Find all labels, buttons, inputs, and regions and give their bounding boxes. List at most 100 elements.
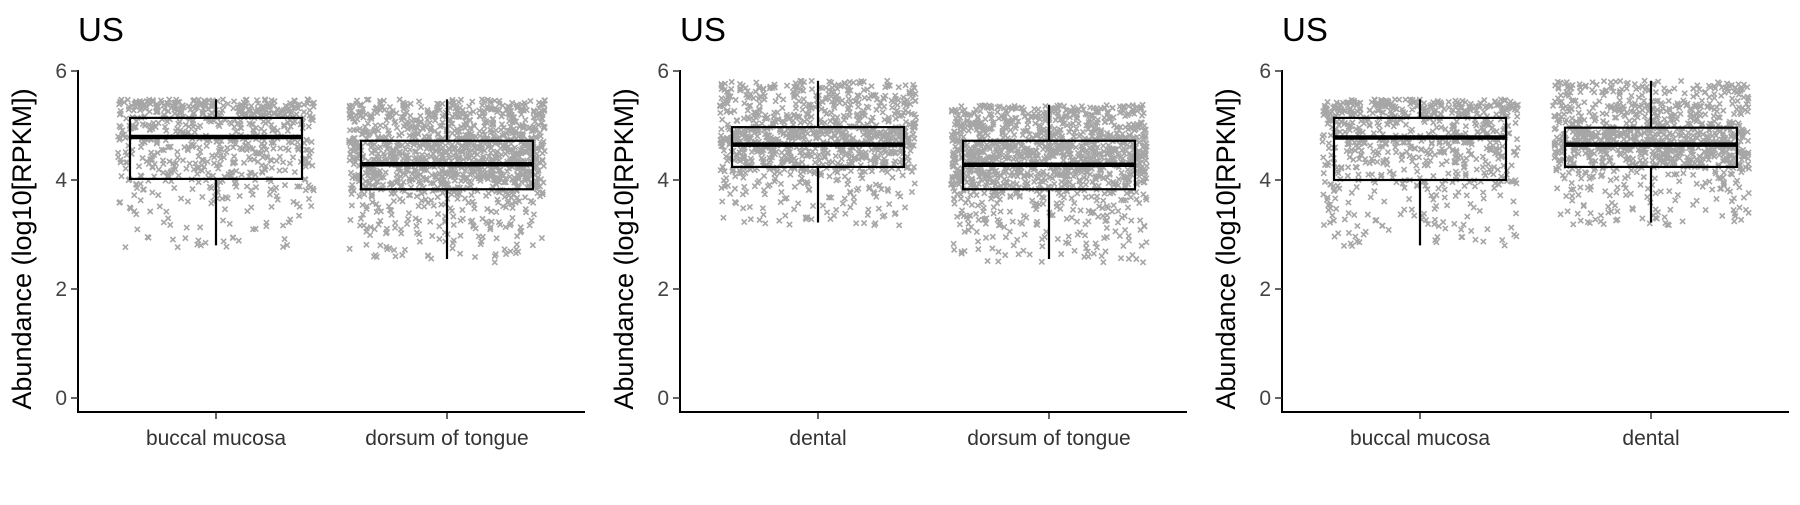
- data-point: [801, 102, 806, 107]
- data-point: [1409, 207, 1414, 212]
- data-point: [827, 174, 832, 179]
- y-axis-label: Abundance (log10[RPKM]): [7, 88, 37, 409]
- data-point: [1421, 101, 1426, 106]
- data-point: [1064, 216, 1069, 221]
- panel-title: US: [1282, 11, 1328, 48]
- y-tick-label: 0: [657, 387, 669, 410]
- data-point: [829, 110, 834, 115]
- data-point: [851, 199, 856, 204]
- data-point: [437, 224, 442, 229]
- data-point: [1007, 229, 1012, 234]
- data-point: [760, 206, 765, 211]
- data-point: [1116, 208, 1121, 213]
- data-point: [241, 160, 246, 165]
- data-point: [1321, 171, 1326, 176]
- data-point: [164, 209, 169, 214]
- data-point: [417, 239, 422, 244]
- data-point: [1113, 229, 1118, 234]
- data-point: [531, 212, 536, 217]
- data-point: [896, 85, 901, 90]
- data-point: [1059, 251, 1064, 256]
- data-point: [1125, 167, 1130, 172]
- data-point: [1134, 256, 1139, 261]
- data-point: [148, 209, 153, 214]
- data-point: [1084, 241, 1089, 246]
- data-point: [1003, 235, 1008, 240]
- data-point: [891, 100, 896, 105]
- data-point: [306, 196, 311, 201]
- data-point: [809, 78, 814, 83]
- x-tick-label: dorsum of tongue: [967, 427, 1130, 450]
- data-point: [842, 174, 847, 179]
- data-point: [983, 235, 988, 240]
- data-point: [1341, 243, 1346, 248]
- data-point: [239, 172, 244, 177]
- data-point: [224, 244, 229, 249]
- data-point: [1101, 260, 1106, 265]
- data-point: [1509, 225, 1514, 230]
- data-point: [1464, 193, 1469, 198]
- data-point: [523, 195, 528, 200]
- data-point: [952, 247, 957, 252]
- data-point: [784, 83, 789, 88]
- data-point: [1355, 223, 1360, 228]
- data-point: [776, 93, 781, 98]
- data-point: [796, 201, 801, 206]
- data-point: [1125, 205, 1130, 210]
- data-point: [1110, 209, 1115, 214]
- data-point: [1032, 179, 1037, 184]
- data-point: [185, 199, 190, 204]
- data-point: [472, 254, 477, 259]
- data-point: [848, 205, 853, 210]
- data-point: [135, 227, 140, 232]
- y-tick-label: 2: [55, 278, 67, 301]
- data-point: [952, 196, 957, 201]
- data-point: [866, 207, 871, 212]
- data-point: [990, 246, 995, 251]
- data-point: [1032, 106, 1037, 111]
- data-point: [280, 160, 285, 165]
- data-point: [1512, 232, 1517, 237]
- data-point: [416, 99, 421, 104]
- data-point: [1089, 194, 1094, 199]
- data-point: [978, 108, 983, 113]
- data-point: [195, 171, 200, 176]
- data-point: [456, 99, 461, 104]
- data-point: [1072, 201, 1077, 206]
- data-point: [1371, 149, 1376, 154]
- data-point: [1469, 228, 1474, 233]
- data-point: [1055, 236, 1060, 241]
- data-point: [759, 121, 764, 126]
- data-point: [973, 211, 978, 216]
- data-point: [123, 166, 128, 171]
- data-point: [1442, 195, 1447, 200]
- x-tick-label: dorsum of tongue: [365, 427, 528, 450]
- data-point: [728, 191, 733, 196]
- data-point: [176, 173, 181, 178]
- data-point: [1421, 211, 1426, 216]
- data-point: [1111, 203, 1116, 208]
- data-point: [292, 169, 297, 174]
- data-point: [752, 168, 757, 173]
- data-point: [1465, 214, 1470, 219]
- data-point: [991, 211, 996, 216]
- data-point: [1463, 131, 1468, 136]
- data-point: [184, 225, 189, 230]
- data-point: [912, 136, 917, 141]
- data-point: [273, 185, 278, 190]
- data-point: [1349, 190, 1354, 195]
- panel-title: US: [680, 11, 726, 48]
- x-tick-label: dental: [789, 427, 846, 450]
- data-point: [773, 99, 778, 104]
- data-point: [274, 158, 279, 163]
- data-point: [1007, 209, 1012, 214]
- data-point: [1424, 158, 1429, 163]
- data-point: [132, 193, 137, 198]
- data-point: [198, 225, 203, 230]
- data-point: [1074, 219, 1079, 224]
- data-point: [1511, 199, 1516, 204]
- data-point: [958, 196, 963, 201]
- data-point: [450, 246, 455, 251]
- data-point: [1488, 140, 1493, 145]
- data-point: [222, 207, 227, 212]
